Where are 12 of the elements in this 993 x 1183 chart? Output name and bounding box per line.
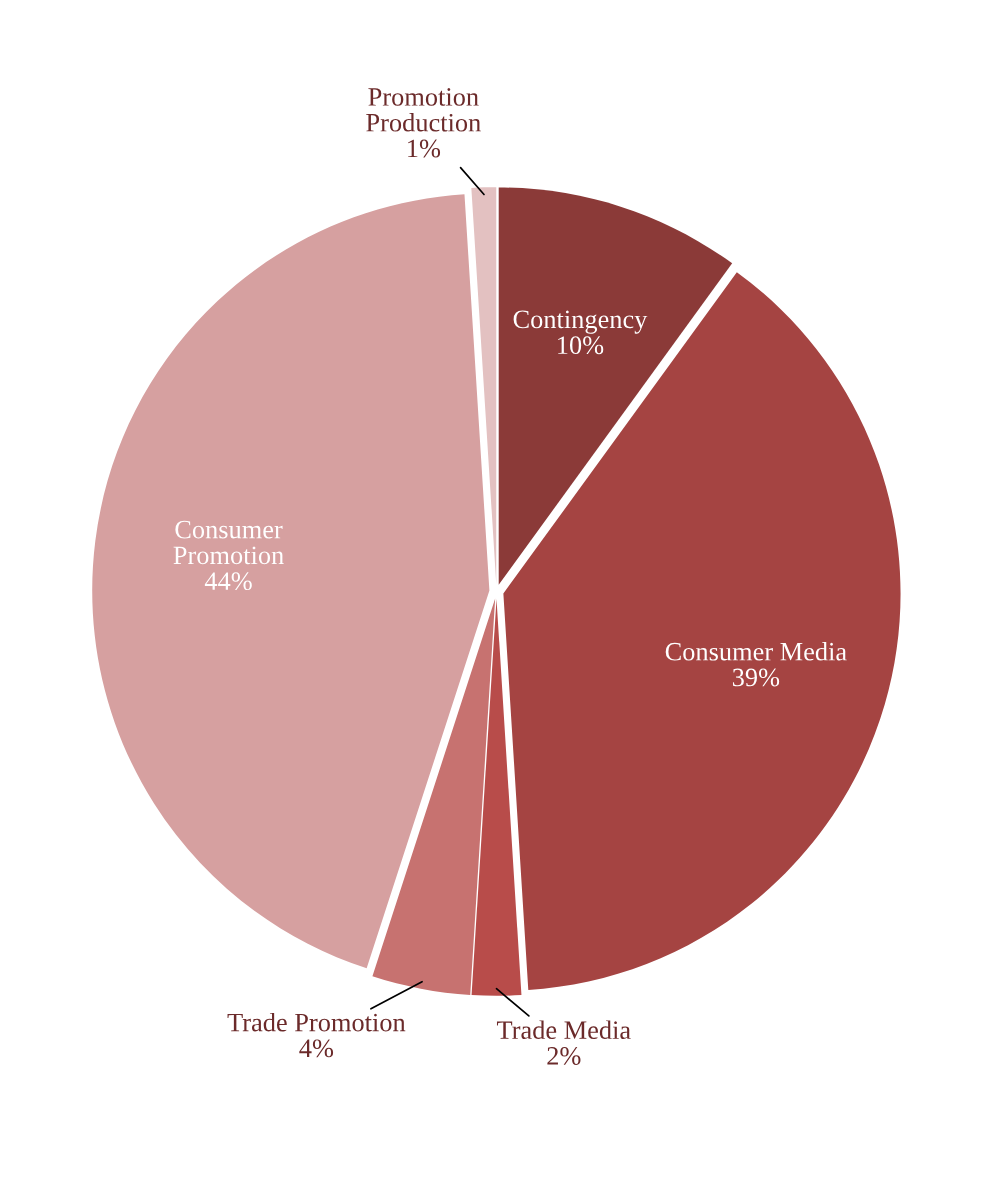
data-label: 4% (299, 1039, 334, 1058)
data-label: 10% (558, 336, 604, 355)
slice-label: Trade Media (496, 1020, 631, 1040)
data-label: 44% (204, 572, 252, 591)
data-label: 2% (547, 1047, 581, 1065)
slice-label: Contingency (513, 310, 648, 334)
slice-label: Trade Promotion (227, 1012, 406, 1032)
data-label: 1% (408, 139, 441, 158)
slice-label: Consumer Media (665, 642, 847, 661)
slice-label: Promotion Production (366, 88, 481, 132)
slice-label: Consumer Promotion (173, 520, 284, 565)
data-label: 39% (732, 668, 780, 687)
